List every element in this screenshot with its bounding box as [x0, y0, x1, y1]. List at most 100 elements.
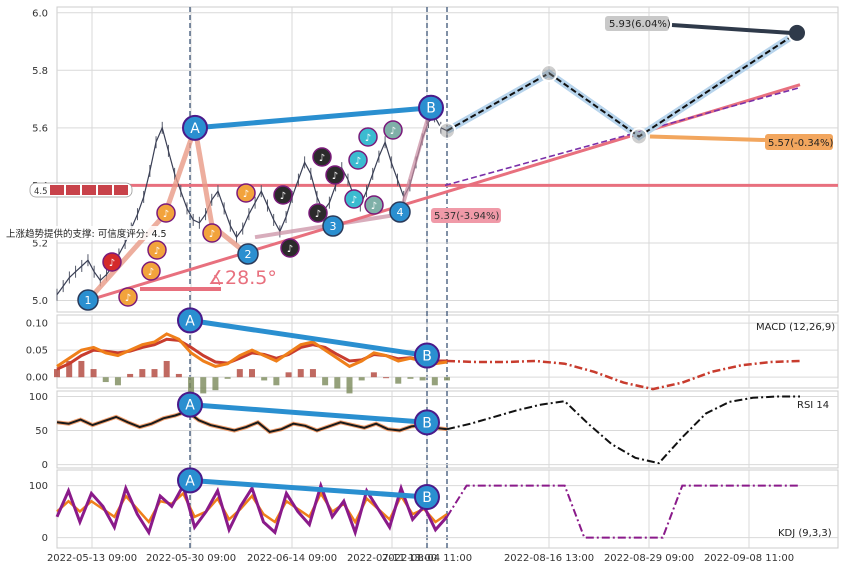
note-badge-icon [325, 165, 345, 185]
kdj-d-line [56, 490, 448, 525]
svg-text:上涨趋势提供的支撑: 可信度评分: 4.5: 上涨趋势提供的支撑: 可信度评分: 4.5 [6, 228, 167, 240]
note-badge-icon [273, 185, 293, 205]
macd-histogram-bar [54, 369, 60, 378]
note-badge-glyph: ♪ [355, 156, 361, 167]
rsi-panel: 100 50 0 A B [29, 391, 838, 471]
macd-histogram-bar [358, 377, 365, 381]
wave-number-badge [77, 289, 99, 311]
note-badge-glyph: ♪ [109, 258, 115, 269]
note-badge-glyph: ♪ [315, 209, 321, 220]
macd-histogram-bar [249, 369, 255, 378]
forecast-point [630, 127, 648, 146]
macd-badge-a [177, 307, 203, 334]
forecast-point [787, 22, 807, 43]
macd-histogram-bar [163, 360, 170, 378]
forecast-band [445, 29, 799, 141]
ab-line-rsi [189, 402, 428, 425]
x-tick-label: 2022-08-29 09:00 [604, 553, 694, 564]
note-badge-glyph: ♪ [148, 267, 154, 278]
low-target-label: 5.37(-3.94%) [431, 208, 501, 223]
rsi-forecast-line [446, 395, 800, 465]
note-badge-icon [358, 127, 378, 147]
note-badge-glyph: ♪ [243, 189, 249, 200]
grid-lines [56, 6, 839, 549]
wave-number-label: 2 [245, 248, 252, 261]
note-badge-glyph: ♪ [319, 153, 325, 164]
note-badge-glyph: ♪ [154, 246, 160, 257]
trend-projection-line [444, 86, 801, 187]
note-badge-icon [383, 120, 403, 140]
note-badge-glyph: ♪ [390, 126, 396, 137]
macd-histogram-bar [261, 377, 268, 381]
macd-histogram-bar [297, 369, 304, 378]
rsi-badge-a-label: A [185, 398, 195, 414]
macd-histogram-bar [139, 369, 146, 378]
macd-histogram-bar [236, 369, 243, 378]
svg-text:5.37(-3.94%): 5.37(-3.94%) [434, 211, 500, 222]
kdj-badge-a [177, 467, 203, 494]
macd-histogram-bar [285, 372, 292, 378]
note-badge-icon [312, 147, 332, 167]
wave-number-badge [237, 243, 259, 265]
note-badge-icon [118, 287, 138, 307]
kdj-tick-label: 100 [29, 481, 48, 492]
support-note: 上涨趋势提供的支撑: 可信度评分: 4.5 [4, 226, 184, 240]
mid-target-label: 5.57(-0.34%) [765, 134, 834, 150]
note-badge-glyph: ♪ [280, 191, 286, 202]
macd-histogram-bar [90, 369, 97, 378]
macd-title: MACD (12,26,9) [756, 322, 835, 333]
macd-tick-label: 0.05 [26, 346, 48, 357]
wave-number-label: 4 [397, 206, 404, 219]
wave-number-badge [389, 201, 411, 223]
note-badge-icon [202, 223, 222, 243]
kdj-badge-b [414, 484, 440, 511]
x-axis: 2022-05-13 09:00 2022-05-30 09:00 2022-06-… [47, 553, 794, 564]
macd-badge-a-label: A [185, 313, 195, 329]
macd-histogram-bar [151, 369, 158, 378]
note-badge-glyph: ♪ [287, 244, 293, 255]
macd-tick-label: 0.00 [26, 373, 48, 384]
macd-histogram-bar [407, 377, 414, 379]
wave-number-badge [322, 215, 344, 237]
macd-histogram-bar [175, 373, 182, 378]
kdj-k-line [55, 480, 449, 538]
rsi-title: RSI 14 [797, 400, 829, 411]
macd-forecast-line [446, 359, 801, 391]
price-tick-label: 5.2 [32, 238, 48, 249]
macd-histogram-bar [102, 377, 109, 383]
kdj-badge-a-label: A [185, 473, 195, 489]
macd-fast-line [56, 332, 448, 369]
macd-histogram-bar [188, 377, 195, 394]
price-series-line [56, 115, 448, 296]
rsi-line [56, 410, 448, 433]
macd-panel: 0.10 0.05 0.00 A B [26, 307, 838, 394]
mid-target-arrow [649, 134, 766, 142]
high-target-arrow [671, 23, 791, 35]
macd-histogram-bar [66, 360, 73, 378]
x-tick-label: 2022-08-16 13:00 [504, 553, 594, 564]
kdj-tick-label: 0 [42, 533, 48, 544]
note-badge-icon [364, 195, 384, 215]
macd-histogram-bar [334, 377, 341, 389]
macd-histogram-bar [419, 377, 426, 381]
price-badge-a [182, 114, 208, 141]
wave-number-label: 3 [330, 220, 337, 233]
price-tick-label: 5.8 [32, 66, 48, 77]
ab-line-macd [189, 317, 428, 359]
note-badge-icon [147, 240, 167, 260]
note-badge-icon [280, 238, 300, 258]
macd-histogram-bar [444, 377, 450, 381]
wave-number-label: 1 [85, 294, 92, 307]
svg-text:5.57(-0.34%): 5.57(-0.34%) [768, 138, 834, 149]
price-badge-b [418, 94, 444, 121]
note-badge-glyph: ♪ [332, 171, 338, 182]
price-panel: 6.05.85.65.45.25.0♪♪♪♪♪♪♪♪♪♪♪♪♪♪♪♪♪1234A… [32, 8, 838, 311]
rsi-tick-label: 100 [29, 392, 48, 403]
price-tick-label: 5.6 [32, 123, 48, 134]
kdj-forecast-line [446, 484, 800, 539]
macd-histogram-bar [395, 377, 402, 384]
svg-text:4.5: 4.5 [34, 187, 48, 197]
note-badge-icon [236, 183, 256, 203]
macd-tick-label: 0.10 [26, 319, 48, 330]
